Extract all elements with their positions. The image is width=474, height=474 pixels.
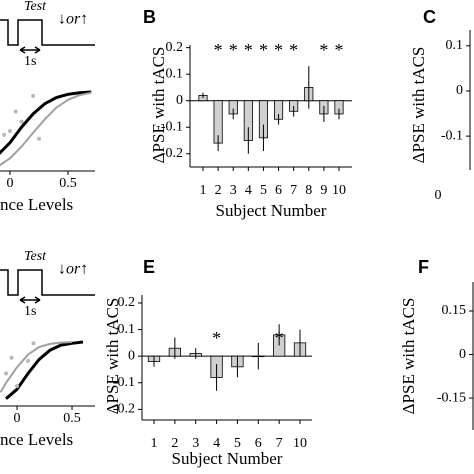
x-tick-label: 5 xyxy=(234,436,241,451)
y-tick-label: 0 xyxy=(176,93,183,108)
significance-star: * xyxy=(259,40,268,60)
y-tick-label: 0 xyxy=(456,83,463,98)
duration-label: 1s xyxy=(24,304,36,319)
significance-star: * xyxy=(335,40,344,60)
x-tick-label: 0.5 xyxy=(59,176,77,191)
x-tick-label: 2 xyxy=(215,183,222,198)
data-point xyxy=(31,93,36,98)
data-point xyxy=(36,136,41,141)
data-point xyxy=(19,119,24,124)
psychometric-curve xyxy=(0,91,92,167)
x-axis-label: nce Levels xyxy=(0,430,73,449)
response-label: ↓or↑ xyxy=(58,11,88,28)
data-point xyxy=(31,341,36,346)
x-tick-label: 3 xyxy=(192,436,199,451)
x-tick-label: 0 xyxy=(435,188,442,203)
x-axis-label: Subject Number xyxy=(172,449,283,468)
x-tick-label: 4 xyxy=(213,436,220,451)
duration-arrow xyxy=(19,296,41,304)
significance-star: * xyxy=(274,40,283,60)
x-axis-label: nce Levels xyxy=(0,195,73,214)
data-point xyxy=(2,132,7,137)
y-axis-label: ΔPSE with tACS xyxy=(149,47,168,164)
x-tick-label: 7 xyxy=(276,436,283,451)
x-axis-label: Subject Number xyxy=(216,201,327,220)
y-axis-label: ΔPSE with tACS xyxy=(409,47,428,164)
x-tick-label: 5 xyxy=(260,183,267,198)
data-point xyxy=(4,371,9,376)
x-tick-label: 6 xyxy=(275,183,282,198)
data-point xyxy=(26,358,31,363)
data-point xyxy=(13,109,18,114)
x-tick-label: 0.5 xyxy=(63,411,81,426)
y-axis-label: ΔPSE with tACS xyxy=(399,298,418,415)
data-point xyxy=(15,384,20,389)
x-tick-label: 0 xyxy=(14,411,21,426)
stimulus-label: Test xyxy=(24,0,47,14)
duration-label: 1s xyxy=(24,54,36,69)
panel-letter: F xyxy=(418,257,429,277)
x-tick-label: 4 xyxy=(245,183,252,198)
psychometric-curve xyxy=(0,90,92,155)
data-point xyxy=(7,129,12,133)
significance-star: * xyxy=(289,40,298,60)
y-tick-label: -0.2 xyxy=(113,402,135,417)
y-tick-label: -0.15 xyxy=(437,390,466,405)
x-tick-label: 9 xyxy=(320,183,327,198)
y-tick-label: 0.1 xyxy=(446,38,464,53)
stimulus-label: Test xyxy=(24,249,47,264)
response-label: ↓or↑ xyxy=(58,261,88,278)
panel-letter: B xyxy=(143,7,156,27)
x-tick-label: 8 xyxy=(305,183,312,198)
significance-star: * xyxy=(229,40,238,60)
x-tick-label: 6 xyxy=(255,436,262,451)
psychometric-curve xyxy=(5,340,84,400)
y-tick-label: -0.1 xyxy=(161,119,183,134)
stimulus-trace xyxy=(0,19,95,46)
panel-letter: C xyxy=(423,7,436,27)
x-tick-label: 1 xyxy=(200,183,207,198)
y-tick-label: 0.15 xyxy=(442,303,467,318)
psychometric-curve xyxy=(0,341,73,393)
duration-arrow xyxy=(19,46,41,54)
x-tick-label: 7 xyxy=(290,183,297,198)
significance-star: * xyxy=(275,328,284,348)
y-tick-label: 0 xyxy=(459,347,466,362)
x-tick-label: 3 xyxy=(230,183,237,198)
y-tick-label: 0 xyxy=(128,348,135,363)
x-tick-label: 2 xyxy=(171,436,178,451)
significance-star: * xyxy=(319,40,328,60)
y-tick-label: 0.1 xyxy=(166,66,184,81)
data-point xyxy=(9,355,14,360)
x-tick-label: 1 xyxy=(151,436,158,451)
y-tick-label: 0.2 xyxy=(118,295,136,310)
y-tick-label: 0.2 xyxy=(166,40,184,55)
significance-star: * xyxy=(244,40,253,60)
significance-star: * xyxy=(214,40,223,60)
y-tick-label: 0.1 xyxy=(118,322,136,337)
y-tick-label: -0.1 xyxy=(441,128,463,143)
y-axis-label: ΔPSE with tACS xyxy=(103,298,122,415)
significance-star: * xyxy=(212,328,221,348)
y-tick-label: -0.1 xyxy=(113,375,135,390)
y-tick-label: -0.2 xyxy=(161,146,183,161)
x-tick-label: 10 xyxy=(332,183,346,198)
x-tick-label: 0 xyxy=(6,176,13,191)
stimulus-trace xyxy=(0,269,95,296)
panel-letter: E xyxy=(143,257,155,277)
x-tick-label: 10 xyxy=(293,436,307,451)
